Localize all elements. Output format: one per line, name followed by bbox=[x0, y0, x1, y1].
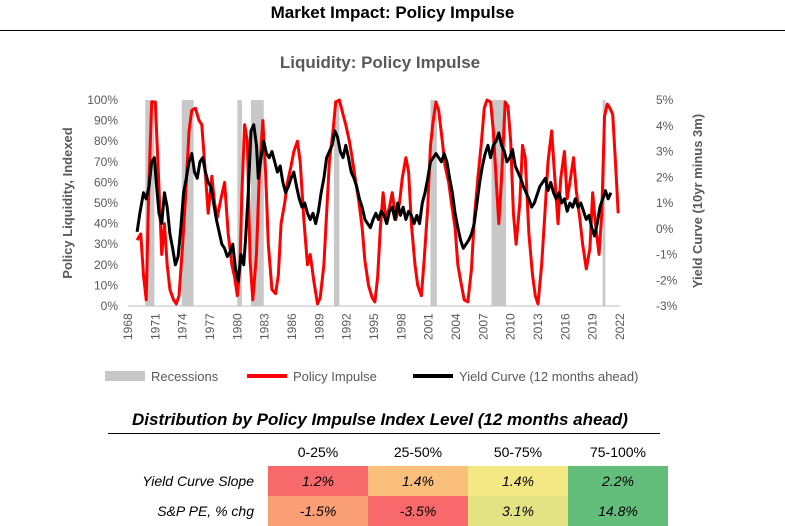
distribution-column-header: 0-25% bbox=[297, 444, 339, 460]
recession-band bbox=[333, 100, 340, 306]
page-title: Market Impact: Policy Impulse bbox=[270, 3, 515, 22]
x-tick-label: 1974 bbox=[176, 313, 190, 340]
legend-swatch-recessions bbox=[105, 371, 145, 381]
legend-label-policy: Policy Impulse bbox=[293, 369, 377, 384]
x-tick-label: 2004 bbox=[449, 313, 463, 340]
x-tick-label: 1977 bbox=[203, 313, 217, 340]
x-tick-label: 1995 bbox=[367, 313, 381, 340]
recession-band bbox=[430, 100, 437, 306]
y2-tick-label: 3% bbox=[656, 145, 674, 159]
distribution-column-header: 50-75% bbox=[493, 444, 543, 460]
heat-cell: 14.8% bbox=[568, 496, 668, 526]
legend-label-yield: Yield Curve (12 months ahead) bbox=[459, 369, 638, 384]
distribution-corner-cell bbox=[108, 438, 268, 466]
y-tick-label: 40% bbox=[94, 217, 118, 231]
x-tick-label: 1968 bbox=[121, 313, 135, 340]
y-tick-label: 90% bbox=[94, 114, 118, 128]
distribution-divider bbox=[108, 433, 660, 434]
table-row: S&P PE, % chg -1.5% -3.5% 3.1% 14.8% bbox=[108, 496, 668, 526]
y2-tick-label: 0% bbox=[656, 222, 674, 236]
y2-tick-label: 2% bbox=[656, 170, 674, 184]
distribution-column-header: 25-50% bbox=[393, 444, 443, 460]
y2-tick-label: 1% bbox=[656, 196, 674, 210]
x-tick-label: 1986 bbox=[285, 313, 299, 340]
x-tick-label: 1983 bbox=[258, 313, 272, 340]
chart-title: Liquidity: Policy Impulse bbox=[280, 53, 480, 72]
y-tick-label: 0% bbox=[101, 299, 119, 313]
yield-curve-line bbox=[135, 123, 613, 283]
heat-cell: 2.2% bbox=[568, 466, 668, 496]
x-tick-label: 1992 bbox=[340, 313, 354, 340]
y-tick-label: 10% bbox=[94, 278, 118, 292]
y-tick-label: 30% bbox=[94, 237, 118, 251]
distribution-title: Distribution by Policy Impulse Index Lev… bbox=[132, 410, 628, 429]
heat-cell: -3.5% bbox=[368, 496, 468, 526]
x-tick-label: 1971 bbox=[148, 313, 162, 340]
title-divider bbox=[0, 30, 785, 31]
x-tick-label: 2010 bbox=[504, 313, 518, 340]
x-tick-label: 2019 bbox=[586, 313, 600, 340]
y-tick-label: 100% bbox=[87, 93, 118, 107]
row-label: S&P PE, % chg bbox=[157, 503, 254, 519]
y-axis-title: Policy Liquidity, Indexed bbox=[60, 127, 75, 279]
y-tick-label: 70% bbox=[94, 155, 118, 169]
policy-impulse-line bbox=[135, 98, 620, 306]
x-tick-label: 2007 bbox=[476, 313, 490, 340]
heat-cell: 1.4% bbox=[368, 466, 468, 496]
x-tick-label: 1989 bbox=[312, 313, 326, 340]
table-row: Yield Curve Slope 1.2% 1.4% 1.4% 2.2% bbox=[108, 466, 668, 496]
recession-band bbox=[181, 100, 194, 306]
x-tick-label: 2022 bbox=[613, 313, 627, 340]
heat-cell: -1.5% bbox=[268, 496, 368, 526]
policy-impulse-chart: Liquidity: Policy Impulse 0% 10% 20% 30% 40% 5… bbox=[60, 53, 705, 384]
y2-tick-label: 5% bbox=[656, 93, 674, 107]
x-tick-label: 2001 bbox=[422, 313, 436, 340]
y2-tick-label: -1% bbox=[656, 248, 678, 262]
heat-cell: 3.1% bbox=[468, 496, 568, 526]
y2-tick-label: -3% bbox=[656, 299, 678, 313]
heat-cell: 1.4% bbox=[468, 466, 568, 496]
y-tick-label: 50% bbox=[94, 196, 118, 210]
x-tick-label: 1998 bbox=[394, 313, 408, 340]
y-tick-label: 80% bbox=[94, 134, 118, 148]
y-tick-label: 60% bbox=[94, 175, 118, 189]
recession-band bbox=[602, 100, 606, 306]
y-tick-label: 20% bbox=[94, 258, 118, 272]
y2-axis-title: Yield Curve (10yr minus 3m) bbox=[690, 114, 705, 288]
legend-label-recessions: Recessions bbox=[151, 369, 219, 384]
x-tick-label: 1980 bbox=[230, 313, 244, 340]
recession-band bbox=[237, 100, 242, 306]
row-label: Yield Curve Slope bbox=[142, 473, 254, 489]
y2-tick-label: 4% bbox=[656, 119, 674, 133]
distribution-header-row: 0-25% 25-50% 50-75% 75-100% bbox=[108, 438, 668, 466]
distribution-column-header: 75-100% bbox=[589, 444, 647, 460]
x-tick-label: 2016 bbox=[558, 313, 572, 340]
heat-cell: 1.2% bbox=[268, 466, 368, 496]
distribution-table: 0-25% 25-50% 50-75% 75-100% Yield Curve … bbox=[108, 438, 668, 526]
y2-tick-label: -2% bbox=[656, 273, 678, 287]
x-tick-label: 2013 bbox=[531, 313, 545, 340]
